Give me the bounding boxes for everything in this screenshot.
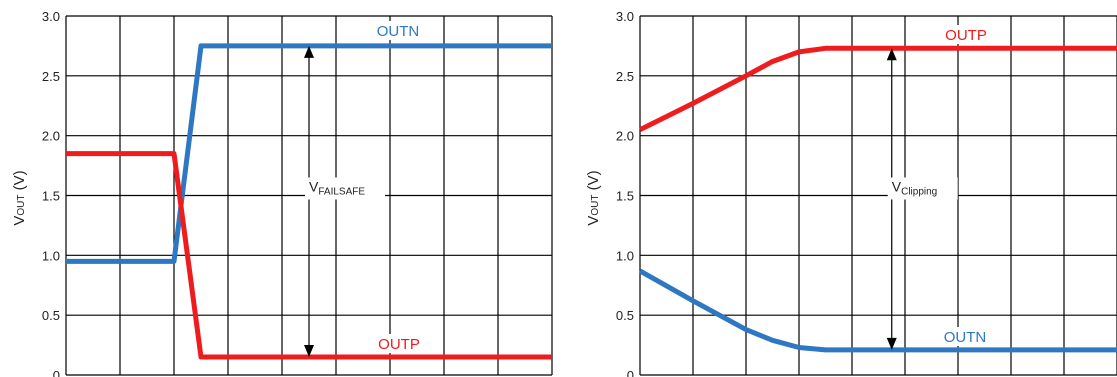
- series-line-outn: [640, 271, 1117, 350]
- series-label-outp: OUTP: [378, 336, 420, 353]
- y-tick-label: 0: [53, 368, 60, 377]
- series-label-outn: OUTN: [944, 329, 987, 346]
- series-label-outp: OUTP: [945, 27, 987, 44]
- y-axis-label: VOUT (V): [11, 170, 28, 225]
- y-tick-label: 2.0: [616, 129, 634, 144]
- y-tick-label: 1.5: [42, 189, 60, 204]
- y-tick-label: 1.0: [42, 248, 60, 263]
- y-tick-label: 0: [627, 368, 634, 377]
- series-label-outn: OUTN: [377, 23, 420, 40]
- y-tick-label: 2.0: [42, 129, 60, 144]
- series-line-outp: [640, 48, 1117, 129]
- y-tick-label: 2.5: [616, 69, 634, 84]
- y-tick-label: 0.5: [616, 308, 634, 323]
- y-tick-label: 0.5: [42, 308, 60, 323]
- y-tick-label: 3.0: [616, 9, 634, 24]
- y-axis-label: VOUT (V): [585, 170, 602, 225]
- y-tick-label: 1.5: [616, 189, 634, 204]
- y-tick-label: 2.5: [42, 69, 60, 84]
- y-tick-label: 1.0: [616, 248, 634, 263]
- y-tick-label: 3.0: [42, 9, 60, 24]
